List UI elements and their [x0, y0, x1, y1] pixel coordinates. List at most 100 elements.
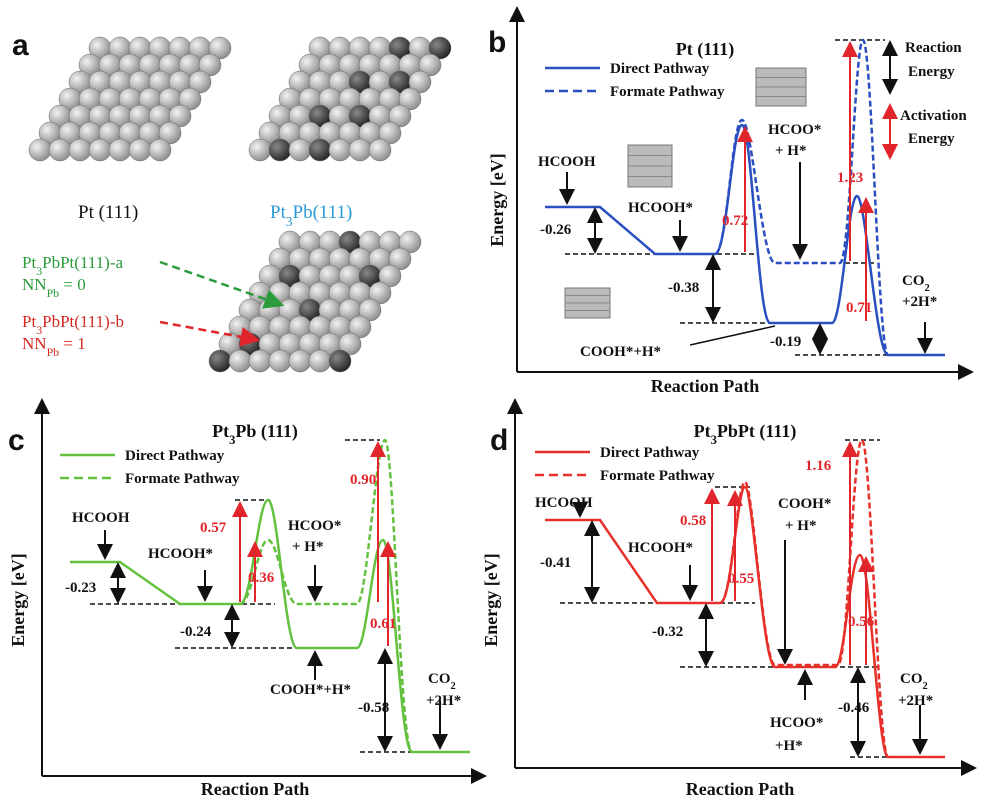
label-part: Pt	[694, 421, 711, 441]
label-part: NN	[22, 275, 47, 294]
label: CO2	[428, 671, 456, 692]
label: 1.23	[837, 170, 863, 186]
label: Pt3Pb(111)	[270, 202, 352, 229]
figure: aPt (111)Pt3Pb(111)Pt3PbPt(111)-aNNPb = …	[0, 0, 992, 799]
label-part: Pt	[270, 202, 287, 223]
label: +2H*	[898, 693, 933, 709]
label: 0.36	[248, 570, 275, 586]
label: -0.19	[770, 334, 801, 350]
label: -0.46	[838, 700, 870, 716]
atom	[129, 139, 151, 161]
atom	[49, 139, 71, 161]
label-part: NN	[22, 334, 47, 353]
atom	[289, 139, 311, 161]
label-part: CO	[902, 273, 925, 289]
label-part: Pb(111)	[293, 202, 353, 223]
label: Pt (111)	[78, 202, 138, 223]
label: NNPb = 0	[22, 275, 86, 300]
label: Formate Pathway	[610, 84, 725, 100]
label: + H*	[292, 539, 323, 555]
label: HCOO*	[768, 122, 821, 138]
label: HCOOH*	[148, 546, 213, 562]
atom	[349, 139, 371, 161]
atom	[249, 350, 271, 372]
label: 1.16	[805, 458, 832, 474]
label: -0.58	[358, 700, 389, 716]
label-part: 2	[451, 681, 456, 692]
label: COOH*	[778, 496, 831, 512]
label: Direct Pathway	[125, 448, 225, 464]
label: 0.61	[370, 616, 396, 632]
label-part: Pt	[22, 312, 36, 331]
label: Direct Pathway	[600, 445, 700, 461]
atom	[69, 139, 91, 161]
label: 0.90	[350, 472, 376, 488]
label: d	[490, 424, 508, 457]
label: 0.56	[848, 614, 875, 630]
label: Energy	[908, 64, 955, 80]
label: b	[488, 26, 506, 59]
label: +H*	[775, 738, 803, 754]
atom	[289, 350, 311, 372]
label: HCOOH*	[628, 200, 693, 216]
label: Activation	[900, 108, 967, 124]
atom	[109, 139, 131, 161]
pointer	[690, 326, 775, 345]
label: HCOOH	[535, 495, 593, 511]
label-part: 2	[925, 283, 930, 294]
label: Formate Pathway	[600, 468, 715, 484]
label-part: Pt	[22, 253, 36, 272]
label-part: Pb (111)	[235, 421, 298, 442]
atom	[149, 139, 171, 161]
label: +2H*	[902, 294, 937, 310]
label: -0.24	[180, 624, 212, 640]
label: 0.55	[728, 571, 754, 587]
label: Pt3PbPt (111)	[694, 421, 797, 447]
label-part: = 1	[59, 334, 86, 353]
label: HCOOH	[72, 510, 130, 526]
label: Energy [eV]	[487, 153, 507, 246]
atom	[269, 139, 291, 161]
label: Reaction Path	[651, 376, 759, 396]
label: Reaction Path	[686, 779, 794, 799]
label: 0.71	[846, 300, 872, 316]
label: 0.72	[722, 213, 748, 229]
label: Pt3Pb (111)	[212, 421, 298, 447]
label-part: = 0	[59, 275, 86, 294]
label-part: Pt	[212, 421, 229, 441]
atom	[329, 350, 351, 372]
label: Formate Pathway	[125, 471, 240, 487]
label: CO2	[902, 273, 930, 294]
label: +2H*	[426, 693, 461, 709]
direct-pathway	[70, 500, 470, 752]
atom	[309, 350, 331, 372]
atom	[29, 139, 51, 161]
atom	[329, 139, 351, 161]
label-part: Pb	[47, 345, 60, 359]
label: -0.23	[65, 580, 96, 596]
label-part: Pb	[47, 286, 60, 300]
label: 0.57	[200, 520, 227, 536]
label: Energy [eV]	[8, 553, 28, 646]
label: Reaction	[905, 40, 962, 56]
label: HCOO*	[770, 715, 823, 731]
label: + H*	[775, 143, 806, 159]
label: HCOOH	[538, 154, 596, 170]
label-part: PbPt(111)-a	[42, 253, 123, 272]
label: c	[8, 424, 25, 457]
label: -0.32	[652, 624, 683, 640]
label: 0.58	[680, 513, 706, 529]
label: + H*	[785, 518, 816, 534]
label-part: PbPt (111)	[717, 421, 797, 442]
label: -0.38	[668, 280, 699, 296]
label-part: PbPt(111)-b	[42, 312, 124, 331]
label: NNPb = 1	[22, 334, 86, 359]
atom	[269, 350, 291, 372]
label: Energy [eV]	[481, 553, 501, 646]
label: CO2	[900, 671, 928, 692]
label: -0.41	[540, 555, 571, 571]
label: COOH*+H*	[270, 682, 351, 698]
atom	[309, 139, 331, 161]
label: HCOOH*	[628, 540, 693, 556]
label-part: 2	[923, 681, 928, 692]
